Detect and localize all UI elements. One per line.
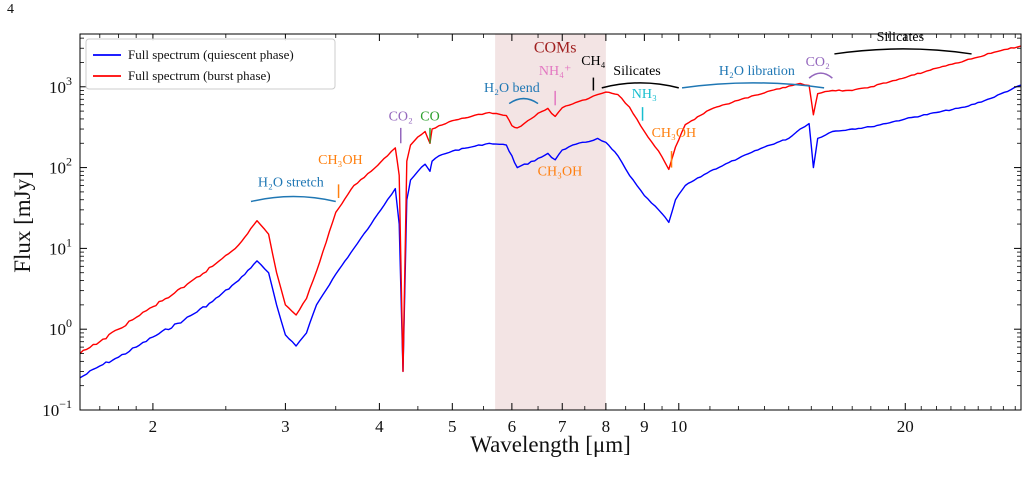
- annotation-layer: H₂O stretch CH₃OH CO₂ CO H₂O bend COMs NH₄⁺ CH₄…: [250, 30, 972, 203]
- legend-entry-label: Full spectrum (quiescent phase): [128, 47, 294, 62]
- annotation-label: CO: [420, 110, 439, 125]
- legend-entry-label: Full spectrum (burst phase): [128, 68, 271, 83]
- annotation-label: H₂O bend: [484, 81, 540, 96]
- annotation-label: CO₂: [806, 55, 830, 70]
- y-tick-label: 100: [49, 316, 72, 339]
- x-tick-label: 4: [375, 417, 384, 436]
- figure-number: 4: [7, 2, 14, 17]
- annotation-arc: [808, 72, 833, 79]
- series-layer: [79, 45, 1022, 379]
- annotation-label: CH₄: [581, 54, 605, 69]
- y-tick-label: 103: [49, 74, 72, 97]
- legend[interactable]: Full spectrum (quiescent phase) Full spec…: [85, 38, 336, 90]
- x-tick-label: 9: [640, 417, 649, 436]
- annotation-arc: [508, 97, 539, 105]
- series-line-burst: [79, 45, 1022, 373]
- legend-box: [85, 38, 336, 90]
- annotation-label: NH₄⁺: [539, 64, 572, 79]
- annotation-label: Silicates: [613, 64, 660, 79]
- y-tick-label: 10−1: [42, 397, 72, 420]
- annotation-label: CH₃OH: [652, 126, 697, 141]
- coms-shaded-region: [495, 34, 606, 410]
- plot-frame: [79, 33, 1022, 411]
- annotation-arc: [834, 48, 972, 55]
- x-tick-label: 7: [558, 417, 567, 436]
- annotation-label: CH₃OH: [538, 164, 583, 179]
- x-tick-label: 5: [448, 417, 457, 436]
- y-tick-label: 102: [49, 155, 72, 178]
- annotation-arc: [250, 195, 336, 203]
- y-axis-label: Flux [mJy]: [10, 171, 35, 273]
- x-tick-label: 6: [508, 417, 517, 436]
- shaded-region-layer: [495, 34, 606, 410]
- tick-layer: 2 3 4 5 6 7 8 9 10 20 10−1 100 101 102 103: [42, 34, 1021, 436]
- annotation-label: CH₃OH: [318, 153, 363, 168]
- annotation-label: H₂O libration: [719, 64, 795, 79]
- annotation-arc: [681, 82, 825, 89]
- annotation-label: NH₃: [632, 87, 657, 102]
- y-tick-label: 101: [49, 235, 72, 258]
- x-tick-label: 10: [670, 417, 687, 436]
- annotation-label: COMs: [534, 40, 577, 57]
- x-tick-label: 8: [602, 417, 611, 436]
- x-tick-label: 2: [149, 417, 158, 436]
- x-tick-label: 20: [897, 417, 914, 436]
- x-axis-label: Wavelength [μm]: [470, 432, 631, 457]
- annotation-arc: [601, 82, 679, 89]
- series-line-quiescent: [79, 84, 1022, 379]
- annotation-label: H₂O stretch: [258, 176, 324, 191]
- x-tick-label: 3: [281, 417, 290, 436]
- annotation-label: CO₂: [389, 110, 413, 125]
- annotation-label: Silicates: [877, 30, 924, 45]
